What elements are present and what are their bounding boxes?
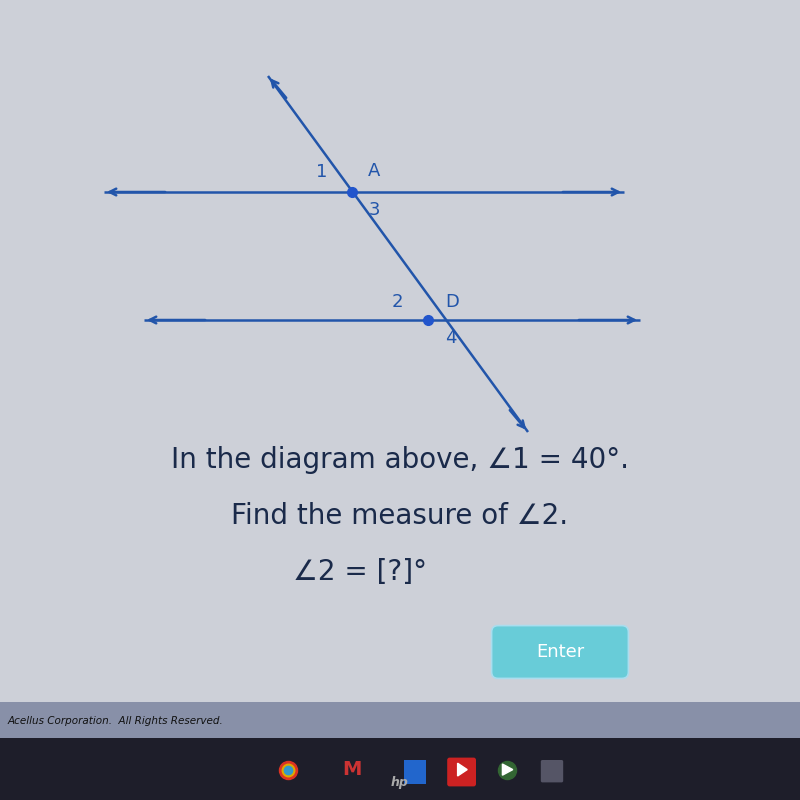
Text: A: A: [368, 162, 381, 180]
Text: ∠2 = [?]°: ∠2 = [?]°: [293, 558, 427, 586]
Bar: [404, 760, 426, 784]
Text: 3: 3: [369, 201, 380, 218]
Text: 1: 1: [316, 163, 327, 181]
Text: Acellus Corporation.  All Rights Reserved.: Acellus Corporation. All Rights Reserved…: [8, 716, 224, 726]
Text: Enter: Enter: [536, 643, 584, 661]
Bar: [0, 702, 800, 740]
Text: 2: 2: [392, 294, 403, 311]
Text: Find the measure of ∠2.: Find the measure of ∠2.: [231, 502, 569, 530]
Polygon shape: [502, 764, 513, 775]
Polygon shape: [458, 763, 467, 776]
Text: In the diagram above, ∠1 = 40°.: In the diagram above, ∠1 = 40°.: [171, 446, 629, 474]
Text: hp: hp: [391, 776, 409, 789]
Bar: [0, 738, 800, 800]
FancyBboxPatch shape: [447, 758, 476, 786]
FancyBboxPatch shape: [491, 626, 628, 678]
Text: D: D: [445, 294, 459, 311]
Text: M: M: [342, 760, 362, 779]
FancyBboxPatch shape: [541, 760, 563, 782]
Text: 4: 4: [445, 329, 456, 346]
